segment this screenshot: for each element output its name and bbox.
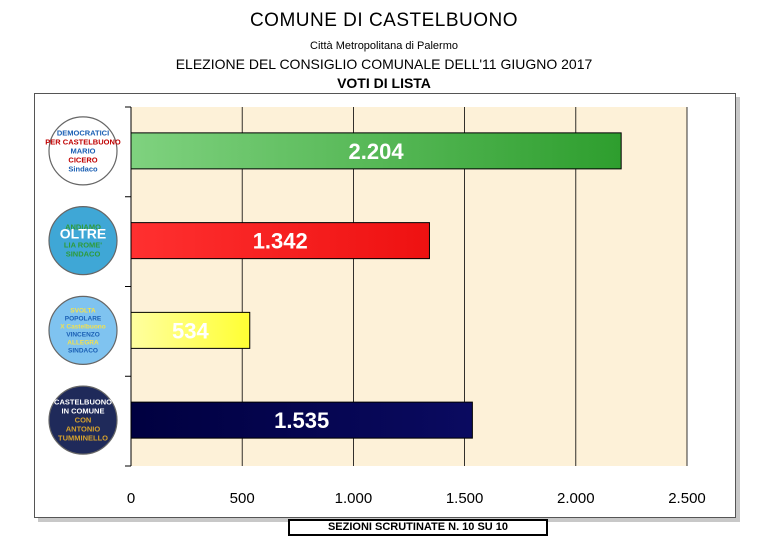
- logo-text: CON: [75, 416, 92, 425]
- bar: [130, 222, 430, 260]
- logo-text: ANTONIO: [66, 425, 101, 434]
- bar-chart: 0 500 1.000 1.500 2.000 2.500 2.204 1.342 534 1.5…: [45, 106, 706, 507]
- logo-text: POPOLARE: [65, 316, 102, 323]
- bar-value-label: 1.342: [253, 229, 308, 254]
- section-title: VOTI DI LISTA: [337, 75, 431, 91]
- x-tick-label: 500: [230, 490, 255, 507]
- x-tick-label: 2.000: [557, 490, 595, 507]
- logo-text: ALLEGRA: [67, 340, 99, 347]
- logo-text: ANDIAMO: [65, 223, 101, 232]
- logo-text: CASTELBUONO: [54, 398, 112, 407]
- logo-text: IN COMUNE: [62, 407, 105, 416]
- logo-text: LIA ROME': [64, 241, 102, 250]
- x-tick-label: 2.500: [668, 490, 706, 507]
- logo-text: SINDACO: [66, 250, 101, 259]
- logo-text: DEMOCRATICI: [57, 128, 109, 137]
- bar: [130, 311, 251, 349]
- logo-text: SVOLTA: [70, 308, 96, 315]
- x-tick-label: 1.500: [446, 490, 484, 507]
- logo-text: PER CASTELBUONO: [45, 137, 121, 146]
- bar-value-label: 534: [172, 318, 209, 343]
- x-tick-label: 0: [127, 490, 135, 507]
- chart-frame: 0 500 1.000 1.500 2.000 2.500 2.204 1.342 534 1.5…: [34, 93, 736, 518]
- logo-text: CICERO: [68, 155, 97, 164]
- bar: [130, 132, 622, 170]
- logo-text: SINDACO: [68, 348, 98, 355]
- logo-text: OLTRE: [60, 226, 106, 242]
- page-subtitle: Città Metropolitana di Palermo: [310, 40, 458, 52]
- page-title: COMUNE DI CASTELBUONO: [249, 10, 519, 31]
- sections-counted-label: SEZIONI SCRUTINATE N. 10 SU 10: [288, 519, 548, 536]
- x-tick-label: 1.000: [335, 490, 373, 507]
- logo-text: TUMMINELLO: [58, 434, 108, 443]
- bar: [130, 401, 473, 439]
- bar-value-label: 2.204: [349, 139, 405, 164]
- logo-text: VINCENZO: [66, 332, 100, 339]
- logo-text: X Castelbuono: [60, 324, 106, 331]
- logo-text: Sindaco: [68, 164, 98, 173]
- election-title: ELEZIONE DEL CONSIGLIO COMUNALE DELL'11 …: [175, 56, 593, 72]
- logo-text: MARIO: [71, 146, 96, 155]
- bar-value-label: 1.535: [274, 408, 329, 433]
